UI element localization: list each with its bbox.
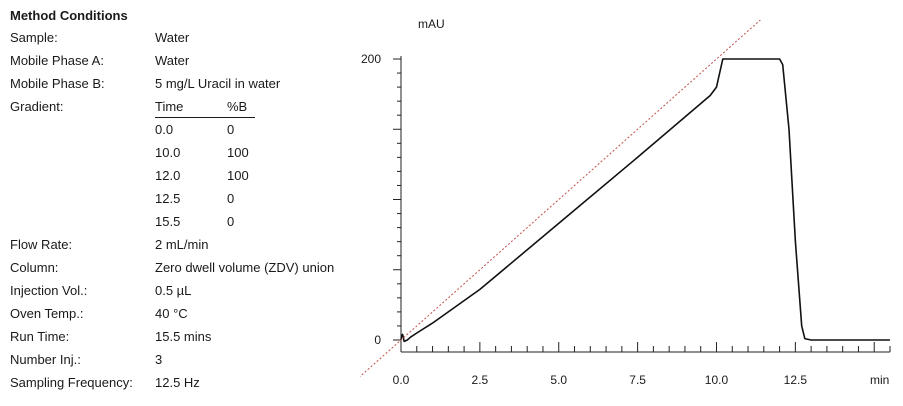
gradient-time-cell: 10.0: [155, 145, 181, 160]
gradient-table: Time %B 0.0 0 10.0 100 12.0 100 12.5 0 1…: [155, 95, 255, 233]
run-time-label: Run Time:: [10, 329, 70, 344]
gradient-time-cell: 15.5: [155, 214, 181, 229]
gradient-table-row: 12.5 0: [155, 187, 255, 210]
column-row: Column: Zero dwell volume (ZDV) union: [10, 256, 360, 279]
number-injections-row: Number Inj.: 3: [10, 348, 360, 371]
oven-temp-row: Oven Temp.: 40 °C: [10, 302, 360, 325]
run-time-value: 15.5 mins: [155, 329, 212, 344]
injection-volume-row: Injection Vol.: 0.5 µL: [10, 279, 360, 302]
x-tick-label: 7.5: [629, 373, 646, 387]
gradient-table-row: 12.0 100: [155, 164, 255, 187]
chart-axes: 0 200 0.0 2.5 5.0 7.5 10.0 12.5: [361, 52, 891, 387]
gradient-header-percent-b: %B: [227, 99, 248, 114]
run-time-row: Run Time: 15.5 mins: [10, 325, 360, 348]
method-conditions-panel: Method Conditions Sample: Water Mobile P…: [10, 6, 360, 394]
gradient-table-row: 15.5 0: [155, 210, 255, 233]
x-axis-label: min: [870, 373, 889, 387]
method-conditions-heading: Method Conditions: [10, 8, 128, 23]
flow-rate-value: 2 mL/min: [155, 237, 209, 252]
gradient-table-row: 10.0 100: [155, 141, 255, 164]
number-injections-value: 3: [155, 352, 163, 367]
sample-value: Water: [155, 30, 190, 45]
gradient-header-time: Time: [155, 99, 184, 114]
flow-rate-label: Flow Rate:: [10, 237, 73, 252]
sampling-frequency-value: 12.5 Hz: [155, 375, 200, 390]
column-label: Column:: [10, 260, 59, 275]
x-tick-label: 2.5: [472, 373, 489, 387]
oven-temp-value: 40 °C: [155, 306, 188, 321]
chromatogram-chart: mAU min 0 200 0.0 2.5 5.0 7.5 10.0 12.5: [360, 17, 891, 387]
y-tick-label: 200: [361, 52, 381, 66]
x-tick-label: 12.5: [784, 373, 808, 387]
gradient-percent-b-cell: 100: [227, 145, 249, 160]
gradient-table-row: 0.0 0: [155, 118, 255, 141]
gradient-percent-b-cell: 0: [227, 191, 235, 206]
y-axis-label: mAU: [418, 17, 445, 31]
gradient-percent-b-cell: 0: [227, 214, 235, 229]
mobile-phase-a-row: Mobile Phase A: Water: [10, 49, 360, 72]
sampling-frequency-row: Sampling Frequency: 12.5 Hz: [10, 371, 360, 394]
injection-volume-label: Injection Vol.:: [10, 283, 88, 298]
x-tick-label: 0.0: [393, 373, 410, 387]
gradient-time-cell: 12.5: [155, 191, 181, 206]
mobile-phase-b-label: Mobile Phase B:: [10, 76, 105, 91]
gradient-row: Gradient: Time %B 0.0 0 10.0 100 12.0 10…: [10, 95, 360, 233]
number-injections-label: Number Inj.:: [10, 352, 81, 367]
mobile-phase-a-label: Mobile Phase A:: [10, 53, 104, 68]
ideal-gradient-line: [360, 20, 762, 378]
flow-rate-row: Flow Rate: 2 mL/min: [10, 233, 360, 256]
sample-row: Sample: Water: [10, 26, 360, 49]
x-tick-label: 5.0: [550, 373, 567, 387]
mobile-phase-b-row: Mobile Phase B: 5 mg/L Uracil in water: [10, 72, 360, 95]
injection-volume-value: 0.5 µL: [155, 283, 192, 298]
gradient-table-header: Time %B: [155, 95, 255, 118]
sampling-frequency-label: Sampling Frequency:: [10, 375, 133, 390]
column-value: Zero dwell volume (ZDV) union: [155, 260, 335, 275]
gradient-time-cell: 0.0: [155, 122, 174, 137]
x-tick-label: 10.0: [705, 373, 729, 387]
signal-trace: [400, 58, 890, 343]
gradient-label: Gradient:: [10, 99, 64, 114]
y-tick-label: 0: [374, 333, 381, 347]
chart-traces: [360, 20, 890, 378]
sample-label: Sample:: [10, 30, 58, 45]
gradient-percent-b-cell: 100: [227, 168, 249, 183]
mobile-phase-a-value: Water: [155, 53, 190, 68]
gradient-percent-b-cell: 0: [227, 122, 235, 137]
oven-temp-label: Oven Temp.:: [10, 306, 84, 321]
mobile-phase-b-value: 5 mg/L Uracil in water: [155, 76, 281, 91]
gradient-time-cell: 12.0: [155, 168, 181, 183]
